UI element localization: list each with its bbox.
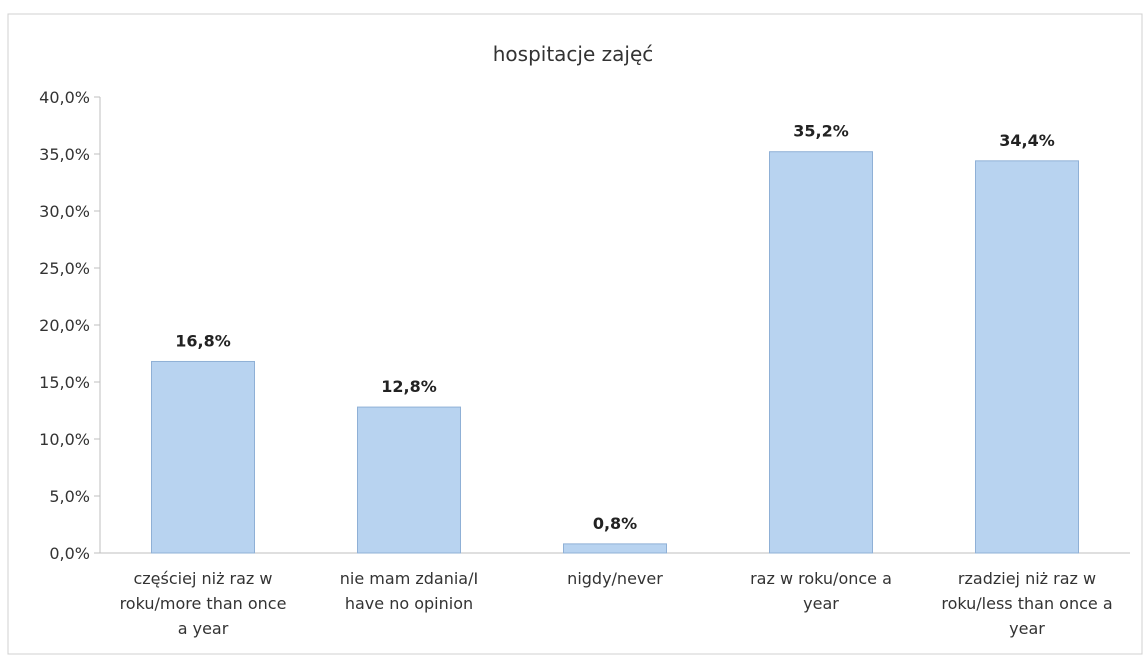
category-label: częściej niż raz w roku/more than once a y… <box>120 569 287 638</box>
category-label-line: roku/less than once a <box>941 594 1112 613</box>
bar <box>975 160 1079 554</box>
category-label-line: raz w roku/once a <box>750 569 892 588</box>
category-label-line: have no opinion <box>345 594 473 613</box>
bar <box>563 543 667 554</box>
y-tick-label: 10,0% <box>39 430 90 449</box>
y-tick-label: 35,0% <box>39 145 90 164</box>
category-label: rzadziej niż raz w roku/less than once a y… <box>941 569 1112 638</box>
category-label: raz w roku/once a year <box>750 569 892 613</box>
y-tick-label: 40,0% <box>39 88 90 107</box>
category-label-line: częściej niż raz w <box>133 569 272 588</box>
category-label-line: roku/more than once <box>120 594 287 613</box>
bars <box>151 151 1079 554</box>
y-tick-label: 15,0% <box>39 373 90 392</box>
category-labels: częściej niż raz w roku/more than once a y… <box>120 569 1113 638</box>
y-tick-label: 5,0% <box>49 487 90 506</box>
category-label: nie mam zdania/I have no opinion <box>340 569 478 613</box>
y-tick-label: 0,0% <box>49 544 90 563</box>
data-label: 12,8% <box>381 377 437 396</box>
bar <box>769 151 873 554</box>
category-label: nigdy/never <box>567 569 663 588</box>
category-label-line: a year <box>178 619 229 638</box>
data-label: 0,8% <box>593 514 637 533</box>
category-label-line: nie mam zdania/I <box>340 569 478 588</box>
bar <box>151 360 255 554</box>
y-axis: 0,0% 5,0% 10,0% 15,0% 20,0% 25,0% 30,0% 35,0% 40… <box>39 88 1130 563</box>
y-tick-label: 20,0% <box>39 316 90 335</box>
data-label: 35,2% <box>793 122 849 141</box>
category-label-line: rzadziej niż raz w <box>958 569 1096 588</box>
chart-title: hospitacje zajęć <box>493 42 654 66</box>
y-tick-label: 30,0% <box>39 202 90 221</box>
category-label-line: nigdy/never <box>567 569 663 588</box>
category-label-line: year <box>803 594 839 613</box>
category-label-line: year <box>1009 619 1045 638</box>
bar <box>357 406 461 554</box>
data-labels: 16,8% 12,8% 0,8% 35,2% 34,4% <box>175 122 1055 533</box>
data-label: 34,4% <box>999 131 1055 150</box>
data-label: 16,8% <box>175 331 231 350</box>
y-tick-label: 25,0% <box>39 259 90 278</box>
